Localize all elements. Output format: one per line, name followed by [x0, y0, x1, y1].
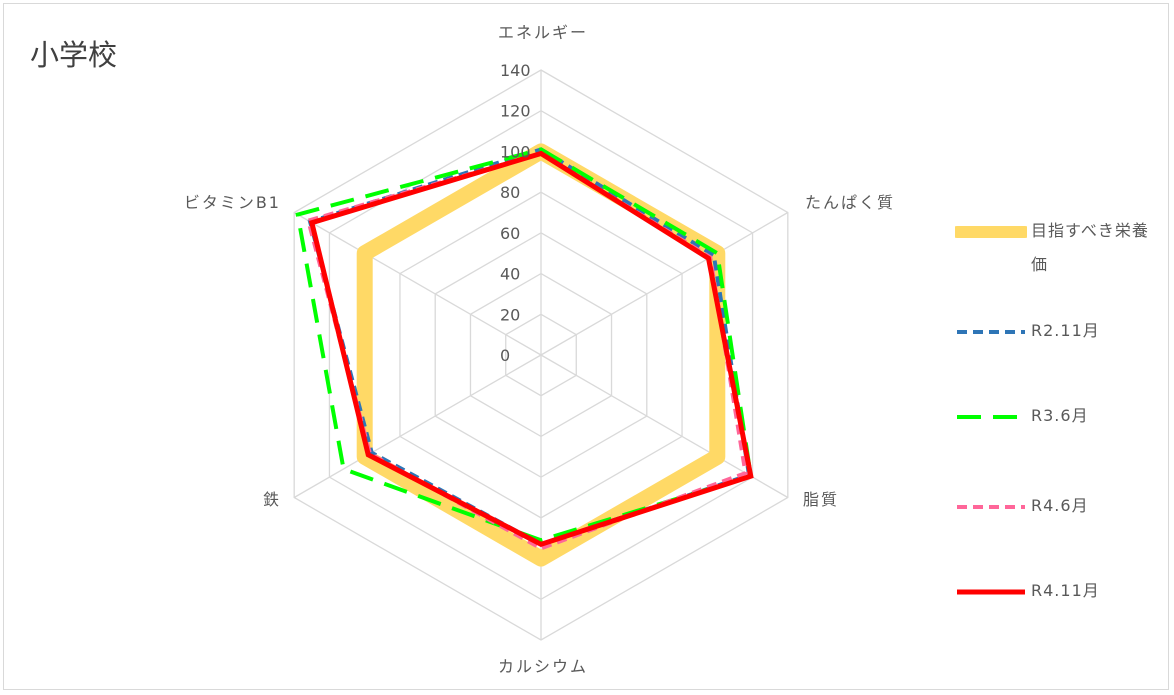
legend-swatch	[957, 505, 1025, 509]
legend-label: 目指すべき栄養価	[1031, 221, 1149, 274]
legend-swatch	[957, 589, 1025, 595]
axis-label: 鉄	[263, 490, 281, 509]
legend-swatch	[957, 330, 1025, 334]
tick-label: 140	[500, 61, 531, 80]
legend-label: R4.6月	[1031, 496, 1089, 515]
legend-swatch	[957, 415, 1025, 419]
legend-item: R2.11月	[955, 321, 1165, 348]
tick-label: 40	[500, 265, 520, 284]
axis-label: カルシウム	[498, 657, 588, 676]
legend-label: R2.11月	[1031, 321, 1100, 340]
legend-item: R3.6月	[955, 406, 1165, 433]
radar-series	[295, 143, 754, 567]
series-line-4	[308, 150, 754, 548]
tick-label: 120	[500, 102, 531, 121]
series-line-3	[305, 151, 748, 551]
tick-label: 100	[500, 142, 531, 161]
chart-frame	[3, 3, 1169, 690]
tick-label: 0	[500, 346, 510, 365]
tick-label: 80	[500, 183, 520, 202]
chart-title: 小学校	[30, 38, 118, 72]
spoke-4	[293, 354, 542, 499]
axis-label: 脂質	[803, 490, 839, 509]
axis-label: エネルギー	[498, 23, 588, 42]
legend-swatch	[955, 226, 1027, 238]
spoke-1	[540, 211, 789, 356]
axis-label: ビタミンB1	[184, 193, 281, 212]
axis-label: たんぱく質	[805, 193, 895, 212]
legend-item: R4.11月	[955, 581, 1165, 608]
series-line-2	[295, 147, 754, 543]
tick-label: 20	[500, 305, 520, 324]
legend-item: 目指すべき栄養価	[955, 221, 1165, 282]
legend-item: R4.6月	[955, 496, 1165, 523]
series-line-0	[356, 143, 726, 567]
radar-grid	[293, 69, 789, 641]
legend-label: R4.11月	[1031, 581, 1100, 600]
legend-label: R3.6月	[1031, 406, 1089, 425]
spoke-5	[293, 211, 542, 356]
tick-label: 60	[500, 224, 520, 243]
